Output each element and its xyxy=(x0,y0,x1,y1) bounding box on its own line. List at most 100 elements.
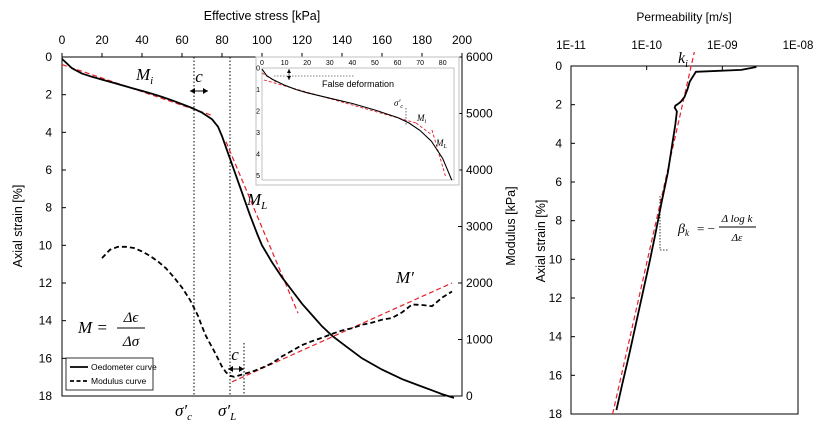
c-bottom-label: c xyxy=(231,345,239,364)
inset-x-tick-20: 20 xyxy=(303,60,311,67)
left-y2-tick-5000: 5000 xyxy=(466,107,493,121)
inset-y-tick-1: 1 xyxy=(256,87,260,94)
svg-text:Δσ: Δσ xyxy=(122,334,140,350)
right-y-tick-18: 18 xyxy=(549,407,563,421)
inset-false-deformation-label: False deformation xyxy=(322,79,394,89)
left-y-tick-12: 12 xyxy=(39,276,53,290)
right-x-tick-1E-09: 1E-09 xyxy=(707,40,738,52)
inset-x-tick-70: 70 xyxy=(416,60,424,67)
right-y-tick-4: 4 xyxy=(555,136,562,150)
left-y-tick-6: 6 xyxy=(45,163,52,177)
left-x-tick-140: 140 xyxy=(332,33,352,47)
left-x-tick-160: 160 xyxy=(372,33,392,47)
inset-x-tick-80: 80 xyxy=(439,60,447,67)
fit-line-ml xyxy=(225,141,299,314)
right-y-tick-8: 8 xyxy=(555,214,562,228)
right-y-tick-14: 14 xyxy=(549,330,563,344)
right-y-tick-12: 12 xyxy=(549,291,563,305)
right-x-tick-1E-10: 1E-10 xyxy=(631,40,662,52)
left-y2-tick-1000: 1000 xyxy=(466,333,493,347)
left-y-tick-18: 18 xyxy=(39,389,53,403)
inset-curve xyxy=(261,68,453,181)
inset-x-tick-60: 60 xyxy=(394,60,402,67)
right-y-tick-10: 10 xyxy=(549,252,563,266)
right-x-tick-1E-08: 1E-08 xyxy=(783,40,814,52)
right-fit-line xyxy=(612,51,695,415)
inset-x-tick-50: 50 xyxy=(371,60,379,67)
c-bottom-arrow xyxy=(228,366,244,372)
mprime-label: M′ xyxy=(395,268,414,287)
sigma-l-label: σ′L xyxy=(218,401,236,423)
inset-fit-ml xyxy=(415,122,433,136)
left-y2-tick-4000: 4000 xyxy=(466,163,493,177)
svg-text:Δϵ: Δϵ xyxy=(123,310,140,326)
fit-line-mprime xyxy=(231,282,453,383)
right-y-tick-0: 0 xyxy=(555,59,562,73)
modulus-curve xyxy=(101,245,453,378)
c-top-arrow xyxy=(190,88,208,94)
svg-text:= −: = − xyxy=(697,221,715,236)
inset-y-tick-2: 2 xyxy=(256,109,260,116)
permeability-curve xyxy=(615,66,757,411)
beta-bracket xyxy=(659,196,669,251)
inset-ml-label: ML xyxy=(435,138,448,150)
inset-y-tick-3: 3 xyxy=(256,130,260,137)
right-x-axis-title: Permeability [m/s] xyxy=(636,10,731,24)
right-x-tick-1E-11: 1E-11 xyxy=(556,40,586,52)
inset-x-tick-10: 10 xyxy=(281,60,289,67)
inset-x-tick-0: 0 xyxy=(260,60,264,67)
ki-label: ki xyxy=(678,50,688,70)
left-y-tick-16: 16 xyxy=(39,351,53,365)
left-x-tick-200: 200 xyxy=(452,33,472,47)
inset-y-tick-5: 5 xyxy=(256,173,260,180)
inset-x-tick-labels: 0 10 20 30 40 50 60 70 80 xyxy=(260,60,447,67)
inset-y-tick-0: 0 xyxy=(256,66,260,73)
left-x-tick-80: 80 xyxy=(215,33,229,47)
left-y2-tick-0: 0 xyxy=(466,389,473,403)
inset-fit-start xyxy=(261,72,277,83)
inset-fit-ml-2 xyxy=(431,129,447,179)
left-y2-tick-6000: 6000 xyxy=(466,50,493,64)
mi-label: Mi xyxy=(135,65,153,87)
right-y-axis-title: Axial strain [%] xyxy=(534,200,548,283)
left-y-tick-8: 8 xyxy=(45,201,52,215)
left-y-tick-4: 4 xyxy=(45,125,52,139)
svg-text:βk: βk xyxy=(677,222,690,238)
right-chart: Permeability [m/s] Axial strain [%] 1E-1… xyxy=(534,10,813,421)
left-x-axis-title: Effective stress [kPa] xyxy=(204,9,320,23)
left-x-tick-120: 120 xyxy=(292,33,312,47)
inset-frame xyxy=(255,56,460,186)
inset-x-tick-30: 30 xyxy=(326,60,334,67)
left-x-tick-180: 180 xyxy=(412,33,432,47)
right-y-tick-2: 2 xyxy=(555,98,562,112)
left-chart: Effective stress [kPa] Axial strain [%] … xyxy=(11,9,518,423)
left-x-tick-labels: 0 20 40 60 80 100 120 140 160 180 200 xyxy=(59,33,472,57)
right-x-tick-labels: 1E-11 1E-10 1E-09 1E-08 xyxy=(556,40,813,70)
left-y-tick-10: 10 xyxy=(39,238,53,252)
oedometer-curve xyxy=(61,58,455,399)
right-y-tick-16: 16 xyxy=(549,368,563,382)
svg-text:Δ log k: Δ log k xyxy=(721,213,754,225)
inset-y-tick-labels: 0 1 2 3 4 5 xyxy=(256,66,260,181)
ml-label: ML xyxy=(246,190,267,212)
left-x-tick-40: 40 xyxy=(135,33,149,47)
left-y2-axis-title: Modulus [kPa] xyxy=(504,186,518,265)
left-y-tick-14: 14 xyxy=(39,314,53,328)
legend: Oedometer curve Modulus curve xyxy=(65,357,157,391)
inset-plot-area xyxy=(261,67,455,181)
left-x-tick-100: 100 xyxy=(252,33,272,47)
beta-formula: βk = − Δ log k Δε xyxy=(677,213,756,244)
left-y2-tick-labels: 0 1000 2000 3000 4000 5000 6000 xyxy=(458,50,493,403)
left-y2-tick-2000: 2000 xyxy=(466,276,493,290)
right-plot-frame xyxy=(570,65,799,415)
left-y-tick-labels: 0 2 4 6 8 10 12 14 16 18 xyxy=(39,50,66,403)
right-y-tick-6: 6 xyxy=(555,175,562,189)
inset-x-tick-40: 40 xyxy=(348,60,356,67)
legend-oedometer-label: Oedometer curve xyxy=(91,362,157,372)
modulus-formula: M = Δϵ Δσ xyxy=(77,310,145,350)
legend-modulus-label: Modulus curve xyxy=(91,376,147,386)
left-x-tick-20: 20 xyxy=(95,33,109,47)
left-y-tick-0: 0 xyxy=(45,50,52,64)
left-y-tick-2: 2 xyxy=(45,88,52,102)
